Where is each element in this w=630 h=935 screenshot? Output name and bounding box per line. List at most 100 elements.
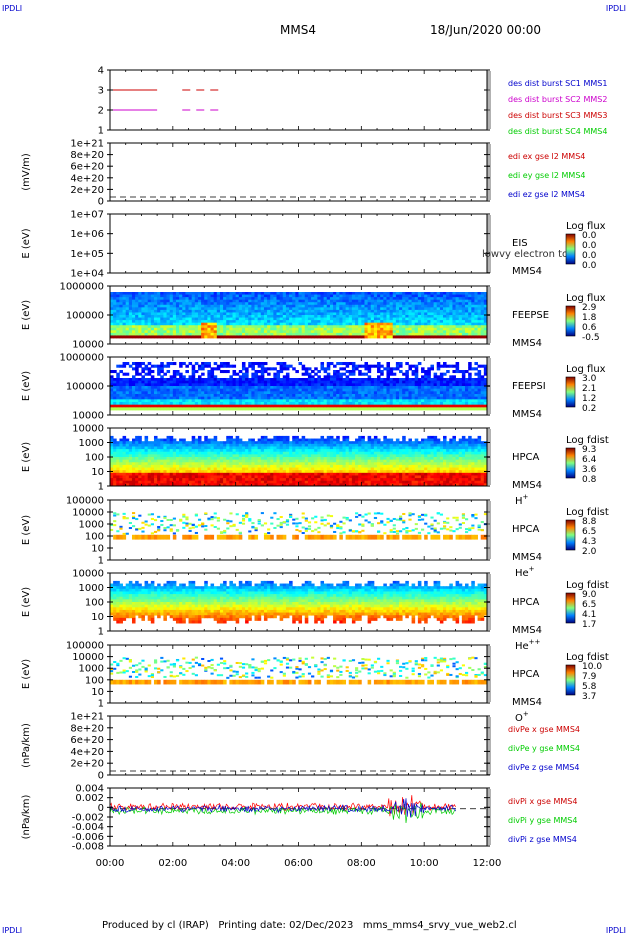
spectrogram-cell: [349, 320, 353, 323]
spectrogram-cell: [189, 297, 193, 300]
panel-subtitle: lowvy electron to: [482, 249, 568, 260]
spectrogram-cell: [273, 391, 277, 394]
spectrogram-cell: [292, 305, 296, 308]
spectrogram-cell: [302, 330, 306, 333]
spectrogram-cell: [421, 375, 425, 378]
spectrogram-cell: [123, 439, 127, 442]
spectrogram-cell: [242, 399, 246, 402]
spectrogram-cell: [424, 330, 428, 333]
spectrogram-cell: [421, 378, 425, 381]
spectrogram-cell: [270, 381, 274, 384]
spectrogram-cell: [151, 323, 155, 326]
spectrogram-cell: [336, 362, 340, 365]
spectrogram-cell: [314, 397, 318, 400]
spectrogram-cell: [226, 407, 230, 410]
spectrogram-cell: [185, 397, 189, 400]
spectrogram-cell: [393, 310, 397, 313]
spectrogram-cell: [346, 325, 350, 328]
spectrogram-cell: [141, 478, 145, 481]
spectrogram-cell: [185, 312, 189, 315]
spectrogram-cell: [163, 457, 167, 460]
spectrogram-cell: [167, 315, 171, 318]
spectrogram-cell: [270, 305, 274, 308]
spectrogram-cell: [396, 312, 400, 315]
spectrogram-cell: [145, 481, 149, 484]
spectrogram-cell: [390, 405, 394, 408]
spectrogram-cell: [148, 475, 152, 478]
spectrogram-cell: [141, 367, 145, 370]
spectrogram-cell: [374, 312, 378, 315]
spectrogram-cell: [386, 328, 390, 331]
spectrogram-cell: [236, 405, 240, 408]
spectrogram-cell: [229, 473, 233, 476]
spectrogram-cell: [126, 397, 130, 400]
spectrogram-cell: [408, 310, 412, 313]
spectrogram-cell: [223, 389, 227, 392]
spectrogram-cell: [305, 318, 309, 321]
spectrogram-cell: [339, 302, 343, 305]
spectrogram-cell: [113, 399, 117, 402]
spectrogram-cell: [170, 323, 174, 326]
spectrogram-cell: [204, 389, 208, 392]
spectrogram-cell: [138, 378, 142, 381]
spectrogram-cell: [226, 402, 230, 405]
spectrogram-cell: [261, 391, 265, 394]
spectrogram-cell: [135, 315, 139, 318]
spectrogram-cell: [201, 470, 205, 473]
spectrogram-cell: [456, 389, 460, 392]
spectrogram-cell: [386, 394, 390, 397]
spectrogram-cell: [123, 318, 127, 321]
spectrogram-cell: [358, 381, 362, 384]
spectrogram-cell: [119, 397, 123, 400]
spectrogram-cell: [430, 323, 434, 326]
spectrogram-cell: [223, 362, 227, 365]
spectrogram-cell: [383, 405, 387, 408]
spectrogram-cell: [308, 333, 312, 336]
spectrogram-cell: [195, 444, 199, 447]
spectrogram-cell: [324, 335, 328, 338]
spectrogram-cell: [201, 323, 205, 326]
spectrogram-cell: [157, 389, 161, 392]
spectrogram-cell: [333, 405, 337, 408]
spectrogram-cell: [443, 397, 447, 400]
spectrogram-cell: [229, 328, 233, 331]
spectrogram-cell: [113, 446, 117, 449]
spectrogram-cell: [233, 292, 237, 295]
spectrogram-cell: [295, 320, 299, 323]
spectrogram-cell: [371, 383, 375, 386]
spectrogram-cell: [201, 454, 205, 457]
spectrogram-cell: [126, 300, 130, 303]
spectrogram-cell: [123, 457, 127, 460]
spectrogram-cell: [305, 323, 309, 326]
spectrogram-cell: [452, 375, 456, 378]
spectrogram-cell: [349, 292, 353, 295]
spectrogram-cell: [308, 397, 312, 400]
spectrogram-cell: [264, 439, 268, 442]
spectrogram-cell: [308, 323, 312, 326]
spectrogram-cell: [295, 386, 299, 389]
spectrogram-cell: [456, 365, 460, 368]
spectrogram-cell: [189, 302, 193, 305]
spectrogram-cell: [267, 452, 271, 455]
spectrogram-cell: [126, 333, 130, 336]
spectrogram-cell: [126, 315, 130, 318]
spectrogram-cell: [220, 399, 224, 402]
spectrogram-cell: [330, 292, 334, 295]
spectrogram-cell: [189, 454, 193, 457]
spectrogram-cell: [255, 318, 259, 321]
spectrogram-cell: [393, 307, 397, 310]
spectrogram-cell: [141, 370, 145, 373]
spectrogram-cell: [317, 407, 321, 410]
spectrogram-cell: [364, 328, 368, 331]
spectrogram-cell: [201, 333, 205, 336]
spectrogram-cell: [358, 323, 362, 326]
spectrogram-cell: [386, 318, 390, 321]
spectrogram-cell: [145, 454, 149, 457]
spectrogram-cell: [474, 402, 478, 405]
spectrogram-cell: [185, 310, 189, 313]
spectrogram-cell: [214, 441, 218, 444]
spectrogram-cell: [412, 333, 416, 336]
spectrogram-cell: [264, 473, 268, 476]
spectrogram-cell: [233, 468, 237, 471]
spectrogram-cell: [364, 295, 368, 298]
